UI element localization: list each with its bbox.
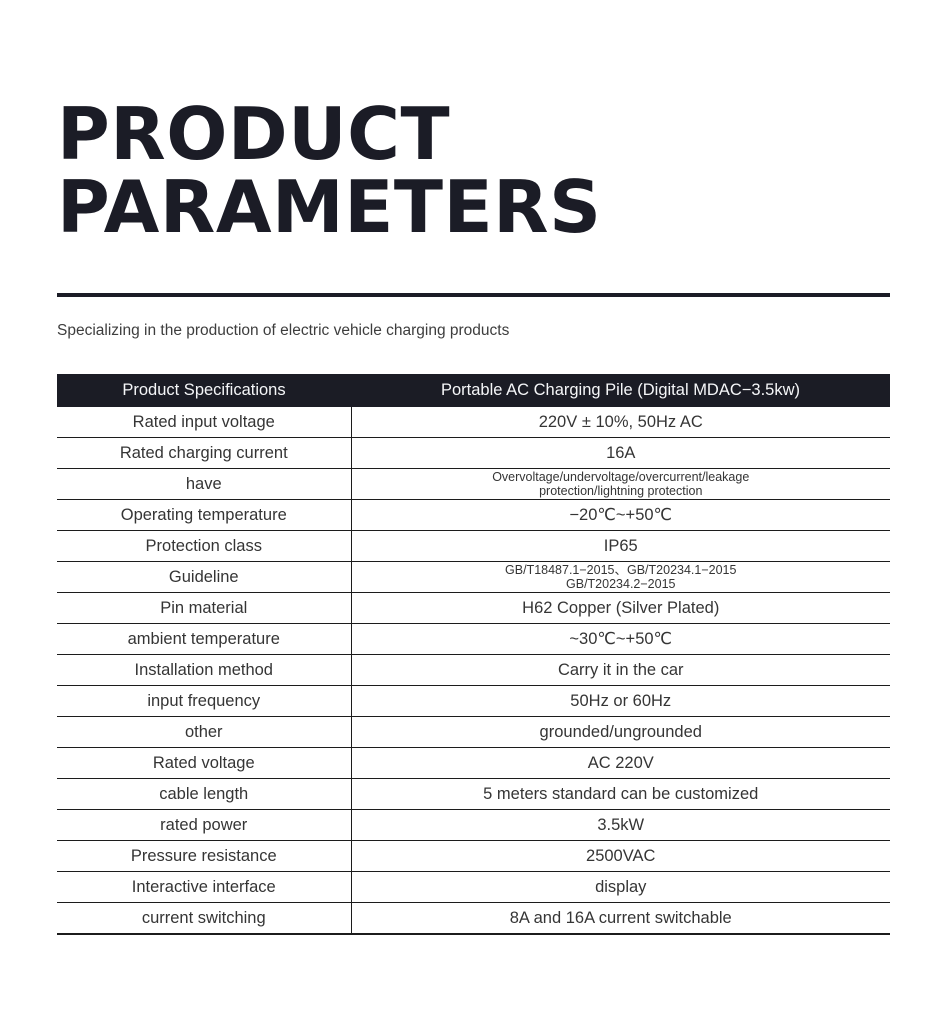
spec-value: grounded/ungrounded bbox=[351, 716, 890, 749]
spec-label: input frequency bbox=[57, 685, 352, 718]
table-row: Guideline GB/T18487.1−2015、GB/T20234.1−20… bbox=[57, 561, 890, 594]
table-header-product-name: Portable AC Charging Pile (Digital MDAC−… bbox=[351, 374, 890, 408]
spec-label: rated power bbox=[57, 809, 352, 842]
spec-table: Product Specifications Portable AC Charg… bbox=[57, 374, 890, 936]
spec-label: Rated charging current bbox=[57, 437, 352, 470]
spec-value: 3.5kW bbox=[351, 809, 890, 842]
spec-value: 16A bbox=[351, 437, 890, 470]
table-row: Interactive interface display bbox=[57, 871, 890, 904]
spec-value: 8A and 16A current switchable bbox=[351, 902, 890, 936]
table-row: other grounded/ungrounded bbox=[57, 716, 890, 749]
table-row: input frequency 50Hz or 60Hz bbox=[57, 685, 890, 718]
spec-value: Overvoltage/undervoltage/overcurrent/lea… bbox=[351, 468, 890, 501]
spec-label: Operating temperature bbox=[57, 499, 352, 532]
table-row: Protection class IP65 bbox=[57, 530, 890, 563]
table-row: Pin material H62 Copper (Silver Plated) bbox=[57, 592, 890, 625]
spec-value: 5 meters standard can be customized bbox=[351, 778, 890, 811]
table-row: Rated voltage AC 220V bbox=[57, 747, 890, 780]
table-body: Rated input voltage 220V ± 10%, 50Hz AC Ra… bbox=[57, 407, 890, 936]
spec-label: Installation method bbox=[57, 654, 352, 687]
table-row: cable length 5 meters standard can be cus… bbox=[57, 778, 890, 811]
spec-value: AC 220V bbox=[351, 747, 890, 780]
spec-value: ~30℃~+50℃ bbox=[351, 623, 890, 656]
spec-value: Carry it in the car bbox=[351, 654, 890, 687]
title-divider-rule bbox=[57, 293, 890, 298]
table-row: current switching 8A and 16A current swit… bbox=[57, 902, 890, 936]
spec-value: display bbox=[351, 871, 890, 904]
spec-value: H62 Copper (Silver Plated) bbox=[351, 592, 890, 625]
spec-value: 50Hz or 60Hz bbox=[351, 685, 890, 718]
table-row: ambient temperature ~30℃~+50℃ bbox=[57, 623, 890, 656]
spec-label: have bbox=[57, 468, 352, 501]
table-row: Installation method Carry it in the car bbox=[57, 654, 890, 687]
subtitle: Specializing in the production of electr… bbox=[57, 322, 510, 340]
table-row: rated power 3.5kW bbox=[57, 809, 890, 842]
spec-value: −20℃~+50℃ bbox=[351, 499, 890, 532]
spec-value: 220V ± 10%, 50Hz AC bbox=[351, 407, 890, 439]
table-row: Rated input voltage 220V ± 10%, 50Hz AC bbox=[57, 407, 890, 439]
spec-label: ambient temperature bbox=[57, 623, 352, 656]
spec-label: Rated input voltage bbox=[57, 407, 352, 439]
spec-label: Protection class bbox=[57, 530, 352, 563]
spec-label: other bbox=[57, 716, 352, 749]
spec-value: GB/T18487.1−2015、GB/T20234.1−2015 GB/T20… bbox=[351, 561, 890, 594]
table-row: Pressure resistance 2500VAC bbox=[57, 840, 890, 873]
table-row: have Overvoltage/undervoltage/overcurrent… bbox=[57, 468, 890, 501]
spec-label: Rated voltage bbox=[57, 747, 352, 780]
spec-label: Pin material bbox=[57, 592, 352, 625]
table-row: Operating temperature −20℃~+50℃ bbox=[57, 499, 890, 532]
spec-label: cable length bbox=[57, 778, 352, 811]
page-title-line1: PRODUCT bbox=[57, 92, 451, 176]
table-header-product-specifications: Product Specifications bbox=[57, 374, 351, 408]
spec-label: Guideline bbox=[57, 561, 352, 594]
table-row: Rated charging current 16A bbox=[57, 437, 890, 470]
page-title-line2: PARAMETERS bbox=[57, 164, 602, 249]
spec-value: 2500VAC bbox=[351, 840, 890, 873]
spec-value: IP65 bbox=[351, 530, 890, 563]
spec-label: Interactive interface bbox=[57, 871, 352, 904]
table-header-row: Product Specifications Portable AC Charg… bbox=[57, 374, 890, 408]
spec-label: Pressure resistance bbox=[57, 840, 352, 873]
spec-label: current switching bbox=[57, 902, 352, 936]
page-title: PRODUCT PARAMETERS bbox=[57, 98, 890, 243]
